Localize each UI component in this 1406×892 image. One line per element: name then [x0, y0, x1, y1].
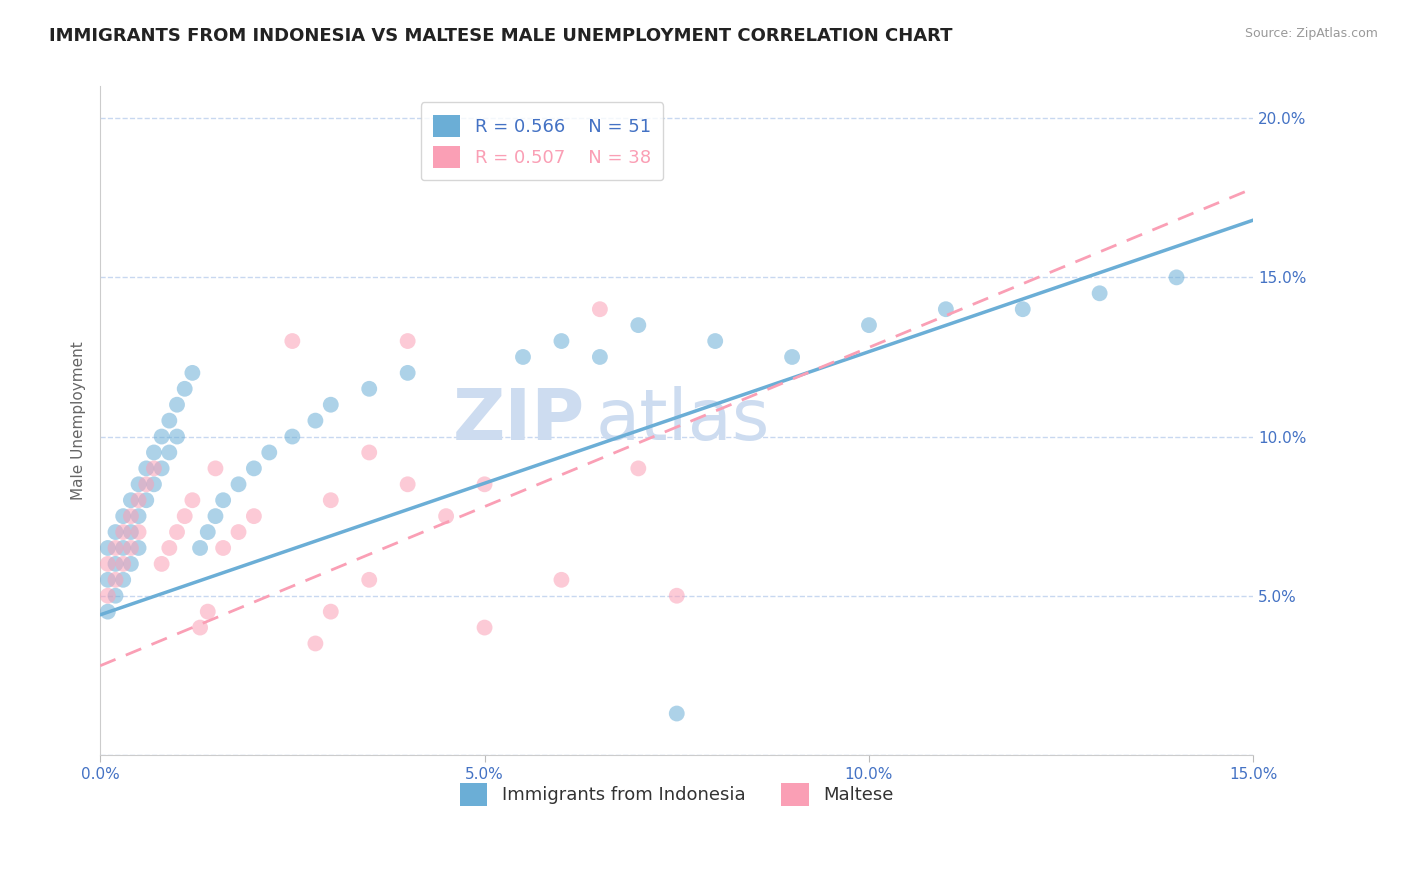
- Point: [157, 414, 180, 428]
- Point: [434, 509, 457, 524]
- Point: [104, 557, 127, 571]
- Point: [112, 557, 135, 571]
- Point: [173, 509, 195, 524]
- Point: [104, 589, 127, 603]
- Point: [197, 605, 219, 619]
- Point: [319, 398, 342, 412]
- Point: [120, 493, 142, 508]
- Text: ZIP: ZIP: [453, 386, 585, 455]
- Point: [97, 557, 120, 571]
- Point: [112, 524, 135, 539]
- Point: [120, 557, 142, 571]
- Point: [281, 429, 304, 443]
- Point: [173, 382, 195, 396]
- Point: [212, 493, 235, 508]
- Point: [188, 621, 211, 635]
- Point: [474, 621, 496, 635]
- Point: [359, 445, 381, 459]
- Point: [128, 477, 150, 491]
- Point: [104, 573, 127, 587]
- Point: [104, 524, 127, 539]
- Point: [359, 382, 381, 396]
- Point: [128, 493, 150, 508]
- Point: [212, 541, 235, 555]
- Point: [858, 318, 880, 332]
- Point: [97, 573, 120, 587]
- Point: [935, 302, 957, 317]
- Point: [550, 334, 572, 348]
- Point: [128, 541, 150, 555]
- Text: atlas: atlas: [596, 386, 770, 455]
- Point: [665, 589, 688, 603]
- Point: [512, 350, 534, 364]
- Point: [150, 557, 173, 571]
- Point: [166, 429, 188, 443]
- Point: [665, 706, 688, 721]
- Point: [128, 524, 150, 539]
- Legend: Immigrants from Indonesia, Maltese: Immigrants from Indonesia, Maltese: [453, 776, 901, 813]
- Point: [166, 398, 188, 412]
- Point: [181, 366, 204, 380]
- Point: [204, 509, 226, 524]
- Point: [135, 461, 157, 475]
- Point: [281, 334, 304, 348]
- Point: [304, 414, 326, 428]
- Point: [150, 429, 173, 443]
- Point: [112, 509, 135, 524]
- Point: [97, 589, 120, 603]
- Point: [188, 541, 211, 555]
- Point: [120, 541, 142, 555]
- Point: [120, 509, 142, 524]
- Point: [780, 350, 803, 364]
- Text: IMMIGRANTS FROM INDONESIA VS MALTESE MALE UNEMPLOYMENT CORRELATION CHART: IMMIGRANTS FROM INDONESIA VS MALTESE MAL…: [49, 27, 953, 45]
- Point: [112, 573, 135, 587]
- Point: [157, 541, 180, 555]
- Point: [204, 461, 226, 475]
- Point: [181, 493, 204, 508]
- Point: [396, 334, 419, 348]
- Point: [142, 461, 165, 475]
- Point: [396, 366, 419, 380]
- Point: [589, 350, 612, 364]
- Point: [550, 573, 572, 587]
- Point: [319, 605, 342, 619]
- Point: [304, 636, 326, 650]
- Point: [142, 477, 165, 491]
- Y-axis label: Male Unemployment: Male Unemployment: [72, 342, 86, 500]
- Point: [243, 509, 266, 524]
- Point: [704, 334, 727, 348]
- Text: Source: ZipAtlas.com: Source: ZipAtlas.com: [1244, 27, 1378, 40]
- Point: [166, 524, 188, 539]
- Point: [627, 461, 650, 475]
- Point: [228, 524, 250, 539]
- Point: [97, 541, 120, 555]
- Point: [157, 445, 180, 459]
- Point: [1166, 270, 1188, 285]
- Point: [627, 318, 650, 332]
- Point: [243, 461, 266, 475]
- Point: [396, 477, 419, 491]
- Point: [135, 493, 157, 508]
- Point: [120, 524, 142, 539]
- Point: [589, 302, 612, 317]
- Point: [228, 477, 250, 491]
- Point: [1011, 302, 1033, 317]
- Point: [104, 541, 127, 555]
- Point: [97, 605, 120, 619]
- Point: [128, 509, 150, 524]
- Point: [135, 477, 157, 491]
- Point: [259, 445, 281, 459]
- Point: [474, 477, 496, 491]
- Point: [319, 493, 342, 508]
- Point: [1088, 286, 1111, 301]
- Point: [359, 573, 381, 587]
- Point: [112, 541, 135, 555]
- Point: [142, 445, 165, 459]
- Point: [197, 524, 219, 539]
- Point: [150, 461, 173, 475]
